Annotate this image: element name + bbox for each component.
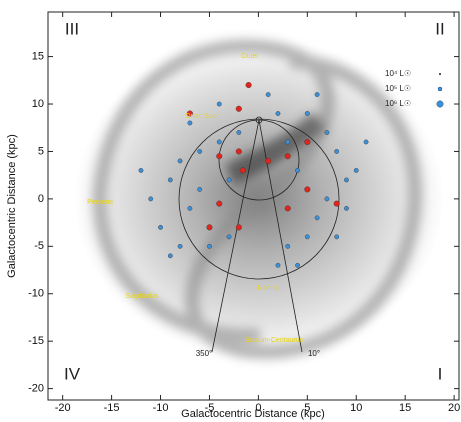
y-tick-label: 10 xyxy=(32,98,44,110)
point xyxy=(217,102,221,106)
point xyxy=(286,244,290,248)
x-tick-label: 10 xyxy=(350,402,362,414)
y-tick-label: 5 xyxy=(38,145,44,157)
point xyxy=(325,130,329,134)
point xyxy=(240,168,246,174)
y-tick-label: -10 xyxy=(28,288,44,300)
point xyxy=(276,263,280,267)
x-tick-label: -10 xyxy=(153,402,169,414)
arm-label: Sagittarius xyxy=(125,293,159,300)
point xyxy=(217,140,221,144)
point xyxy=(266,92,270,96)
point xyxy=(236,149,242,155)
point xyxy=(236,225,242,231)
y-tick-label: -5 xyxy=(34,240,44,252)
quadrant-label: III xyxy=(65,19,79,38)
point xyxy=(237,130,241,134)
y-tick-label: -15 xyxy=(28,335,44,347)
point xyxy=(364,140,368,144)
legend-label: 10⁴ L☉ xyxy=(385,69,411,78)
point xyxy=(168,178,172,182)
legend-marker xyxy=(439,73,441,75)
quadrant-label: II xyxy=(435,19,444,38)
point xyxy=(197,149,201,153)
point xyxy=(305,111,309,115)
point xyxy=(334,149,338,153)
angle-label: 10° xyxy=(308,349,320,358)
point xyxy=(168,254,172,258)
point xyxy=(285,206,291,212)
point xyxy=(305,139,311,145)
y-tick-label: -20 xyxy=(28,383,44,395)
point xyxy=(236,106,242,112)
x-tick-label: 0 xyxy=(255,402,261,414)
point xyxy=(354,168,358,172)
x-tick-label: -15 xyxy=(104,402,120,414)
arm-label: Scutum-Centaurus xyxy=(245,337,304,344)
arm-label: Outer xyxy=(241,53,259,60)
point xyxy=(315,216,319,220)
point xyxy=(178,244,182,248)
y-tick-label: 0 xyxy=(38,193,44,205)
point xyxy=(334,235,338,239)
point xyxy=(197,187,201,191)
arm-label: Norma xyxy=(257,285,278,292)
point xyxy=(265,158,271,164)
point xyxy=(227,235,231,239)
point xyxy=(334,201,340,207)
legend-marker xyxy=(438,87,442,91)
chart: III II IV I Outer Orion Spur Perseus Sag… xyxy=(0,0,461,422)
quadrant-label: IV xyxy=(64,364,81,383)
point xyxy=(305,187,311,193)
point xyxy=(149,197,153,201)
point xyxy=(188,206,192,210)
point xyxy=(216,201,222,207)
point xyxy=(178,159,182,163)
arm-label: Orion Spur xyxy=(185,113,220,120)
point xyxy=(295,168,299,172)
point xyxy=(325,197,329,201)
point xyxy=(305,235,309,239)
point xyxy=(207,225,213,231)
point xyxy=(315,92,319,96)
legend-label: 10⁶ L☉ xyxy=(385,99,411,108)
point xyxy=(227,178,231,182)
x-tick-label: 5 xyxy=(304,402,310,414)
x-tick-label: -5 xyxy=(205,402,215,414)
angle-label: 350° xyxy=(196,349,213,358)
point xyxy=(276,111,280,115)
point xyxy=(158,225,162,229)
quadrant-label: I xyxy=(438,364,443,383)
arm-label: Perseus xyxy=(87,199,113,206)
y-tick-label: 15 xyxy=(32,50,44,62)
point xyxy=(139,168,143,172)
y-axis-title: Galactocentric Distance (kpc) xyxy=(6,134,18,278)
x-tick-label: 15 xyxy=(399,402,411,414)
point xyxy=(295,263,299,267)
point xyxy=(216,153,222,159)
point xyxy=(344,206,348,210)
point xyxy=(246,82,252,88)
legend-marker xyxy=(437,101,443,107)
point xyxy=(285,153,291,159)
x-tick-label: -20 xyxy=(55,402,71,414)
point xyxy=(188,121,192,125)
point xyxy=(207,244,211,248)
point xyxy=(344,178,348,182)
legend-label: 10⁵ L☉ xyxy=(385,84,411,93)
x-tick-label: 20 xyxy=(448,402,460,414)
point xyxy=(286,140,290,144)
